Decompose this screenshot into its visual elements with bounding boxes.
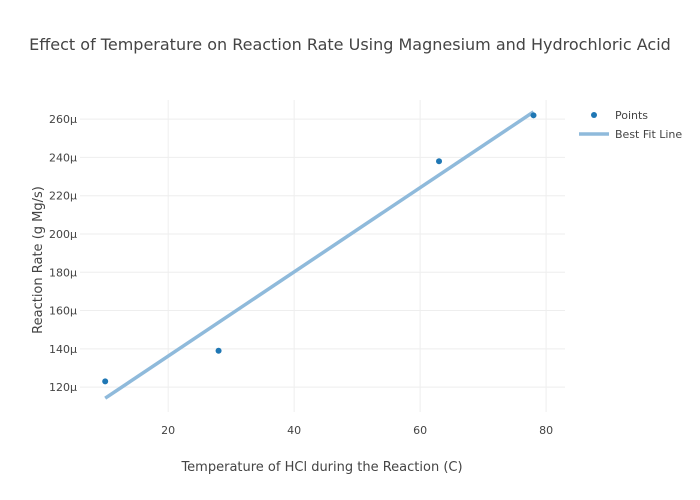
x-tick-label: 60 [413, 424, 427, 437]
data-point [530, 112, 537, 119]
data-point [215, 347, 222, 354]
data-point [102, 378, 109, 385]
y-tick-label: 220µ [49, 190, 77, 203]
legend-label: Best Fit Line [615, 128, 682, 141]
y-tick-label: 160µ [49, 305, 77, 318]
x-axis-title: Temperature of HCl during the Reaction (… [180, 460, 462, 475]
y-tick-label: 240µ [49, 151, 77, 164]
chart-title: Effect of Temperature on Reaction Rate U… [29, 35, 671, 54]
y-axis-title: Reaction Rate (g Mg/s) [31, 186, 46, 334]
best-fit-line [104, 110, 535, 400]
x-tick-label: 80 [539, 424, 553, 437]
x-tick-label: 40 [287, 424, 301, 437]
tick-labels: 20 40 60 80 120µ 140µ 160µ 180µ 200µ 220µ 240µ 260µ [49, 113, 553, 437]
plot-area [102, 110, 537, 400]
legend-item[interactable]: Best Fit Line [579, 128, 682, 141]
grid [80, 100, 565, 412]
y-tick-label: 180µ [49, 266, 77, 279]
y-tick-label: 140µ [49, 343, 77, 356]
legend-item[interactable]: Points [591, 109, 648, 122]
y-tick-label: 120µ [49, 381, 77, 394]
data-point [436, 158, 443, 165]
legend-label: Points [615, 109, 648, 122]
y-tick-label: 200µ [49, 228, 77, 241]
legend-marker-swatch [591, 112, 597, 118]
x-tick-label: 20 [161, 424, 175, 437]
y-tick-label: 260µ [49, 113, 77, 126]
legend[interactable]: Points Best Fit Line [579, 109, 682, 141]
